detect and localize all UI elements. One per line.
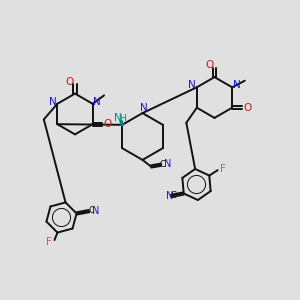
Text: O: O bbox=[205, 60, 213, 70]
Text: O: O bbox=[65, 77, 74, 87]
Text: N: N bbox=[140, 103, 148, 113]
Text: F: F bbox=[220, 164, 226, 174]
Text: O: O bbox=[243, 103, 252, 113]
Text: N: N bbox=[233, 80, 241, 90]
Text: N: N bbox=[188, 80, 196, 90]
Text: N: N bbox=[92, 206, 100, 216]
Text: N: N bbox=[93, 97, 101, 107]
Text: N: N bbox=[115, 113, 122, 123]
Text: C: C bbox=[171, 191, 177, 200]
Text: C: C bbox=[160, 160, 166, 169]
Text: O: O bbox=[104, 119, 112, 129]
Text: H: H bbox=[119, 114, 126, 123]
Text: F: F bbox=[46, 237, 52, 247]
Text: N: N bbox=[164, 159, 171, 170]
Text: N: N bbox=[166, 190, 173, 200]
Text: N: N bbox=[49, 97, 57, 107]
Text: C: C bbox=[88, 206, 94, 215]
